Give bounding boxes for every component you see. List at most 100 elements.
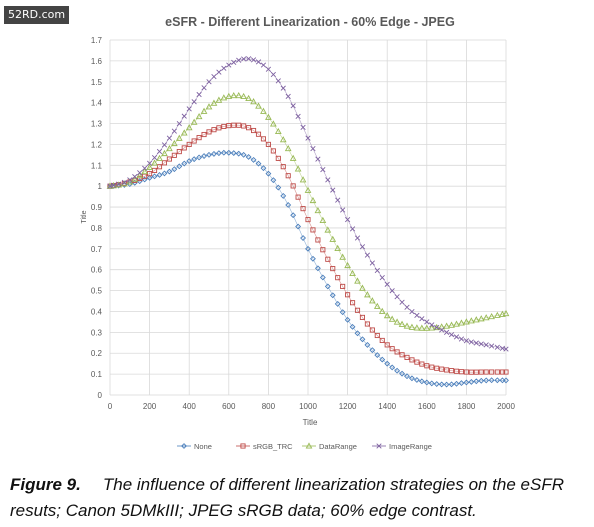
data-point — [156, 172, 163, 178]
data-point — [310, 255, 316, 262]
caption-text: The influence of different linearization… — [10, 475, 565, 520]
data-point — [176, 163, 183, 170]
data-point — [255, 131, 262, 137]
data-point — [166, 144, 173, 152]
legend-marker — [181, 443, 187, 449]
data-point — [494, 377, 501, 384]
data-point — [305, 245, 311, 252]
x-tick-label: 600 — [222, 402, 236, 411]
data-point — [334, 244, 342, 251]
data-point — [373, 302, 381, 309]
data-point — [349, 226, 356, 232]
data-point — [433, 381, 440, 387]
legend-label: sRGB_TRC — [253, 442, 293, 451]
y-tick-label: 0 — [98, 391, 103, 400]
y-axis-label: Title — [81, 210, 88, 223]
data-point — [424, 363, 430, 369]
data-point — [453, 368, 460, 374]
data-point — [493, 311, 501, 318]
data-point — [503, 346, 509, 352]
data-point — [339, 309, 346, 316]
series-layer — [106, 56, 510, 388]
data-point — [132, 174, 138, 180]
data-point — [379, 274, 385, 281]
data-point — [284, 144, 292, 152]
data-point — [255, 160, 262, 167]
data-point — [215, 150, 222, 157]
data-point — [230, 91, 238, 99]
data-point — [344, 316, 351, 323]
data-point — [364, 341, 371, 348]
data-point — [489, 369, 495, 375]
data-point — [463, 338, 470, 344]
data-point — [137, 175, 143, 182]
data-point — [289, 154, 297, 161]
data-point — [295, 113, 301, 119]
data-point — [340, 207, 346, 213]
data-point — [142, 165, 148, 171]
data-point — [250, 98, 257, 105]
data-point — [483, 369, 489, 375]
data-point — [423, 324, 431, 331]
data-point — [448, 332, 455, 338]
data-point — [255, 102, 262, 109]
data-point — [260, 136, 267, 142]
data-point — [439, 366, 445, 372]
data-point — [136, 171, 144, 179]
data-point — [245, 94, 252, 102]
data-point — [320, 247, 326, 253]
data-point — [329, 235, 337, 242]
y-tick-label: 0.4 — [91, 307, 103, 316]
data-point — [482, 314, 490, 321]
data-point — [478, 377, 485, 384]
data-point — [350, 300, 356, 306]
data-point — [339, 253, 347, 260]
data-point — [176, 149, 182, 155]
data-point — [354, 235, 361, 241]
data-point — [434, 365, 440, 371]
data-point — [269, 120, 277, 127]
data-point — [330, 266, 336, 272]
data-point — [349, 269, 356, 277]
data-point — [398, 320, 406, 327]
data-point — [161, 142, 168, 148]
data-point — [428, 380, 435, 387]
y-tick-label: 1.1 — [91, 161, 103, 170]
data-point — [409, 357, 415, 363]
y-tick-label: 0.1 — [91, 370, 103, 379]
data-point — [359, 244, 366, 250]
y-tick-label: 0.3 — [91, 328, 103, 337]
data-point — [300, 206, 306, 212]
data-point — [448, 321, 455, 328]
y-tick-labels: 0 0.1 0.2 0.3 0.4 0.5 0.6 0.7 0.8 0.9 1 1.1 1.2 1.3 1.… — [91, 36, 103, 400]
data-point — [414, 359, 420, 365]
y-tick-label: 0.6 — [91, 266, 103, 275]
data-point — [458, 369, 465, 375]
data-point — [274, 127, 282, 135]
y-tick-label: 0.8 — [91, 224, 103, 233]
y-tick-label: 1 — [98, 182, 103, 191]
data-point — [275, 184, 282, 191]
data-point — [502, 309, 510, 317]
data-point — [216, 69, 222, 75]
data-point — [443, 322, 450, 329]
data-point — [433, 323, 441, 331]
data-point — [453, 380, 460, 387]
x-tick-label: 2000 — [497, 402, 515, 411]
data-point — [270, 177, 277, 184]
data-point — [473, 378, 480, 385]
data-point — [220, 94, 228, 101]
x-tick-label: 200 — [143, 402, 157, 411]
data-point — [399, 370, 405, 377]
data-point — [499, 310, 506, 317]
x-tick-labels: 0 200 400 600 800 1000 1200 1400 1600 1800 2000 — [108, 402, 516, 411]
data-point — [260, 107, 267, 114]
data-point — [384, 342, 390, 348]
data-point — [324, 283, 331, 290]
data-point — [449, 368, 455, 374]
data-point — [231, 59, 237, 65]
data-point — [250, 57, 257, 63]
data-point — [305, 135, 311, 141]
data-point — [463, 379, 470, 386]
data-point — [394, 294, 400, 300]
